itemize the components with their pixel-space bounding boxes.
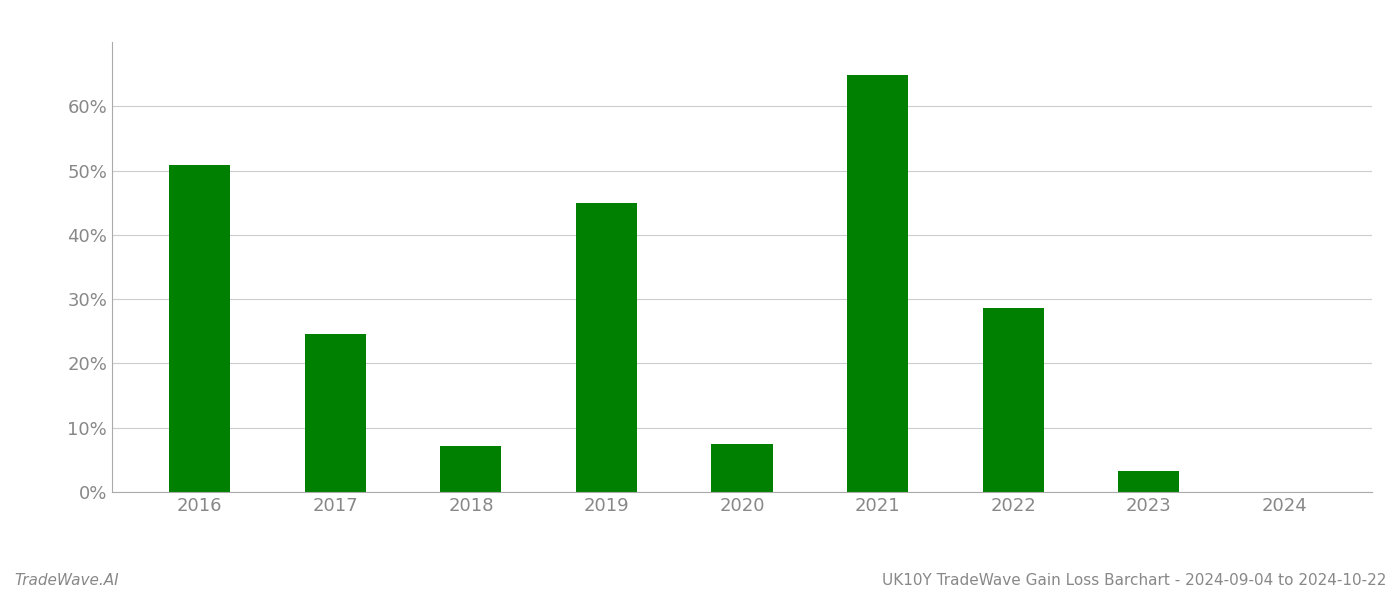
Bar bbox=[847, 76, 909, 492]
Bar bbox=[711, 444, 773, 492]
Bar bbox=[575, 203, 637, 492]
Text: UK10Y TradeWave Gain Loss Barchart - 2024-09-04 to 2024-10-22: UK10Y TradeWave Gain Loss Barchart - 202… bbox=[882, 573, 1386, 588]
Bar bbox=[305, 334, 365, 492]
Bar bbox=[169, 166, 230, 492]
Bar bbox=[983, 307, 1043, 492]
Bar bbox=[1119, 471, 1179, 492]
Bar bbox=[441, 446, 501, 492]
Text: TradeWave.AI: TradeWave.AI bbox=[14, 573, 119, 588]
